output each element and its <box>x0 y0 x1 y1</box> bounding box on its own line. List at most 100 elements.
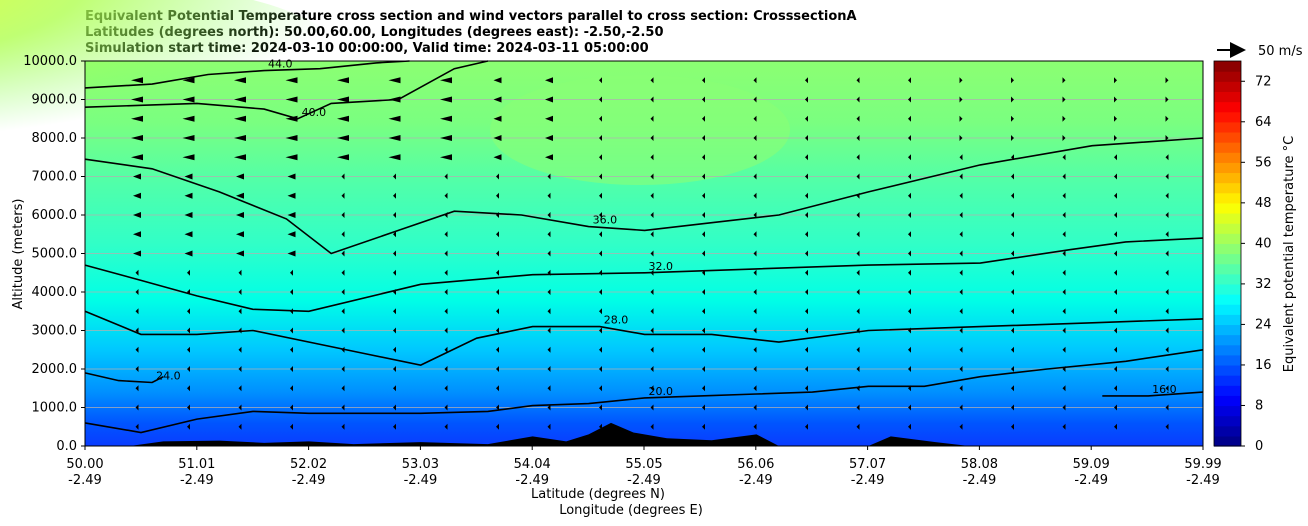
x-tick-label-lon: -2.49 <box>739 473 773 488</box>
wind-arrow <box>440 96 452 103</box>
x-tick-label-lat: 55.05 <box>625 457 662 472</box>
wind-arrow <box>238 366 242 372</box>
wind-arrow <box>599 115 602 122</box>
colorbar-tick-label: 24 <box>1255 317 1272 332</box>
wind-arrow <box>545 96 553 103</box>
wind-arrow <box>545 154 553 161</box>
wind-arrow <box>908 366 911 372</box>
wind-arrow <box>599 346 602 353</box>
colorbar-segment <box>1214 91 1241 103</box>
wind-arrow <box>337 154 349 161</box>
wind-arrow <box>444 366 448 372</box>
wind-arrow <box>856 96 860 103</box>
wind-arrow <box>1165 154 1169 161</box>
wind-arrow <box>599 154 602 161</box>
x-tick-label-lon: -2.49 <box>292 473 326 488</box>
contour-label: 40.0 <box>302 106 327 119</box>
wind-arrow <box>440 77 452 84</box>
wind-arrow <box>440 154 452 161</box>
colorbar-segment <box>1214 415 1241 427</box>
wind-arrow <box>290 404 293 411</box>
wind-arrow <box>444 308 448 315</box>
colorbar-tick-label: 48 <box>1255 196 1272 211</box>
wind-arrow <box>856 154 860 161</box>
wind-arrow <box>702 404 705 411</box>
wind-arrow <box>599 77 602 84</box>
wind-arrow <box>1165 327 1169 334</box>
contour-line <box>84 60 489 120</box>
wind-arrow <box>1062 366 1066 372</box>
wind-arrow <box>1011 212 1014 218</box>
wind-arrow <box>599 212 602 218</box>
wind-arrow <box>1165 77 1169 84</box>
wind-arrow <box>1062 173 1066 180</box>
wind-arrow <box>856 135 860 141</box>
wind-arrow <box>908 192 911 199</box>
wind-arrow <box>1062 250 1066 257</box>
wind-arrow <box>856 192 860 199</box>
wind-arrow <box>393 231 396 238</box>
colorbar-tick-label: 32 <box>1255 277 1272 292</box>
x-tick-label-lat: 53.03 <box>402 457 439 472</box>
wind-arrow <box>496 423 499 430</box>
wind-arrow <box>1114 173 1117 180</box>
wind-arrow <box>131 135 143 141</box>
wind-arrow <box>1062 327 1066 334</box>
wind-arrow <box>547 308 551 315</box>
wind-arrow <box>493 135 502 141</box>
colorbar-segment <box>1214 121 1241 133</box>
wind-arrow <box>337 77 349 84</box>
wind-arrow <box>238 404 242 411</box>
x-tick-label-lat: 50.00 <box>66 457 103 472</box>
wind-arrow <box>493 115 502 122</box>
wind-arrow <box>444 192 448 199</box>
wind-arrow <box>1165 269 1169 276</box>
wind-arrow <box>1011 135 1014 141</box>
wind-arrow <box>496 192 499 199</box>
wind-arrow <box>444 250 448 257</box>
wind-arrow <box>234 135 246 141</box>
wind-arrow <box>341 212 345 218</box>
wind-arrow <box>908 423 911 430</box>
wind-arrow <box>908 212 911 218</box>
wind-arrow <box>599 289 602 295</box>
wind-arrow <box>388 77 401 84</box>
wind-arrow <box>650 192 654 199</box>
wind-arrow <box>496 289 499 295</box>
wind-arrow <box>702 212 705 218</box>
wind-arrow <box>908 173 911 180</box>
wind-arrow <box>182 135 195 141</box>
wind-arrow <box>753 77 757 84</box>
warm-region <box>0 0 345 141</box>
wind-arrow <box>290 385 293 392</box>
wind-arrow <box>236 173 244 180</box>
wind-arrow <box>1011 423 1014 430</box>
wind-arrow <box>702 115 705 122</box>
wind-arrow <box>856 308 860 315</box>
wind-arrow <box>1062 404 1066 411</box>
wind-arrow <box>959 327 963 334</box>
wind-arrow <box>702 77 705 84</box>
wind-arrow <box>133 212 141 218</box>
wind-arrow <box>805 231 808 238</box>
wind-arrow <box>753 250 757 257</box>
wind-arrow <box>444 385 448 392</box>
wind-arrow <box>650 250 654 257</box>
wind-arrow <box>341 269 345 276</box>
wind-arrow <box>287 212 296 218</box>
wind-arrow <box>1114 212 1117 218</box>
wind-arrow <box>547 269 551 276</box>
wind-arrow <box>908 231 911 238</box>
contour-label: 44.0 <box>268 58 293 71</box>
wind-arrow <box>496 346 499 353</box>
wind-arrow <box>1011 115 1014 122</box>
wind-arrow <box>1165 250 1169 257</box>
wind-arrow <box>856 231 860 238</box>
wind-arrow <box>753 173 757 180</box>
colorbar-segment <box>1214 334 1241 346</box>
colorbar-frame <box>1213 60 1242 447</box>
wind-arrow <box>805 346 808 353</box>
contour-label: 16.0 <box>1152 383 1177 396</box>
wind-arrow <box>650 231 654 238</box>
wind-arrow <box>135 404 139 411</box>
